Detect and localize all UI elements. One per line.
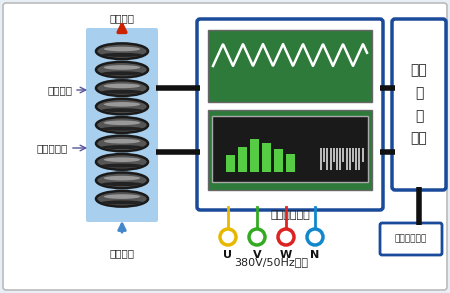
Bar: [326, 148, 328, 170]
Ellipse shape: [96, 62, 148, 78]
Bar: [329, 148, 332, 170]
Ellipse shape: [96, 117, 148, 133]
Bar: [352, 148, 354, 162]
FancyBboxPatch shape: [392, 19, 446, 190]
Text: V: V: [253, 250, 261, 260]
Ellipse shape: [101, 108, 143, 112]
Circle shape: [278, 229, 294, 245]
Ellipse shape: [101, 200, 143, 205]
Bar: [333, 148, 335, 162]
Ellipse shape: [101, 163, 143, 168]
Text: 热水输出: 热水输出: [109, 13, 135, 23]
Ellipse shape: [101, 53, 143, 57]
Text: 变频
控
制
单元: 变频 控 制 单元: [410, 63, 428, 146]
Text: W: W: [280, 250, 292, 260]
Text: 绦缘密闭层: 绦缘密闭层: [37, 143, 68, 153]
Bar: [212, 116, 368, 182]
FancyBboxPatch shape: [86, 28, 158, 222]
Ellipse shape: [104, 194, 140, 199]
Ellipse shape: [101, 127, 143, 131]
FancyBboxPatch shape: [197, 19, 383, 210]
Bar: [238, 147, 247, 172]
Text: N: N: [310, 250, 320, 260]
Bar: [286, 154, 295, 172]
Bar: [355, 148, 357, 170]
Bar: [336, 148, 338, 170]
Ellipse shape: [104, 84, 140, 88]
Circle shape: [220, 229, 236, 245]
Text: 变频功率输出: 变频功率输出: [270, 210, 310, 220]
Bar: [339, 148, 341, 170]
Ellipse shape: [96, 173, 148, 188]
Ellipse shape: [104, 139, 140, 144]
Bar: [323, 148, 325, 162]
Ellipse shape: [101, 71, 143, 75]
Ellipse shape: [96, 80, 148, 96]
Ellipse shape: [101, 90, 143, 94]
Text: 380V/50Hz输入: 380V/50Hz输入: [234, 257, 309, 267]
FancyBboxPatch shape: [3, 3, 447, 290]
Text: 智能控制单元: 智能控制单元: [395, 234, 427, 243]
Bar: [208, 110, 372, 190]
Ellipse shape: [104, 47, 140, 51]
Bar: [346, 148, 347, 170]
Ellipse shape: [101, 145, 143, 149]
Bar: [262, 143, 271, 172]
Ellipse shape: [96, 191, 148, 207]
Circle shape: [307, 229, 323, 245]
Ellipse shape: [96, 43, 148, 59]
Ellipse shape: [96, 154, 148, 170]
Bar: [208, 30, 372, 102]
Ellipse shape: [104, 120, 140, 125]
Circle shape: [249, 229, 265, 245]
Ellipse shape: [104, 157, 140, 162]
Bar: [274, 149, 283, 172]
Text: 高频线圈: 高频线圈: [47, 85, 72, 95]
Bar: [320, 148, 322, 170]
Bar: [226, 155, 235, 172]
Ellipse shape: [104, 102, 140, 107]
Bar: [349, 148, 351, 170]
Bar: [342, 148, 344, 162]
Ellipse shape: [96, 136, 148, 151]
Bar: [250, 139, 259, 172]
Ellipse shape: [101, 182, 143, 186]
Ellipse shape: [104, 65, 140, 70]
Bar: [362, 148, 364, 162]
Text: 冷水进入: 冷水进入: [109, 248, 135, 258]
FancyBboxPatch shape: [380, 223, 442, 255]
Text: U: U: [224, 250, 233, 260]
Ellipse shape: [104, 176, 140, 180]
Bar: [358, 148, 360, 170]
Ellipse shape: [96, 99, 148, 114]
